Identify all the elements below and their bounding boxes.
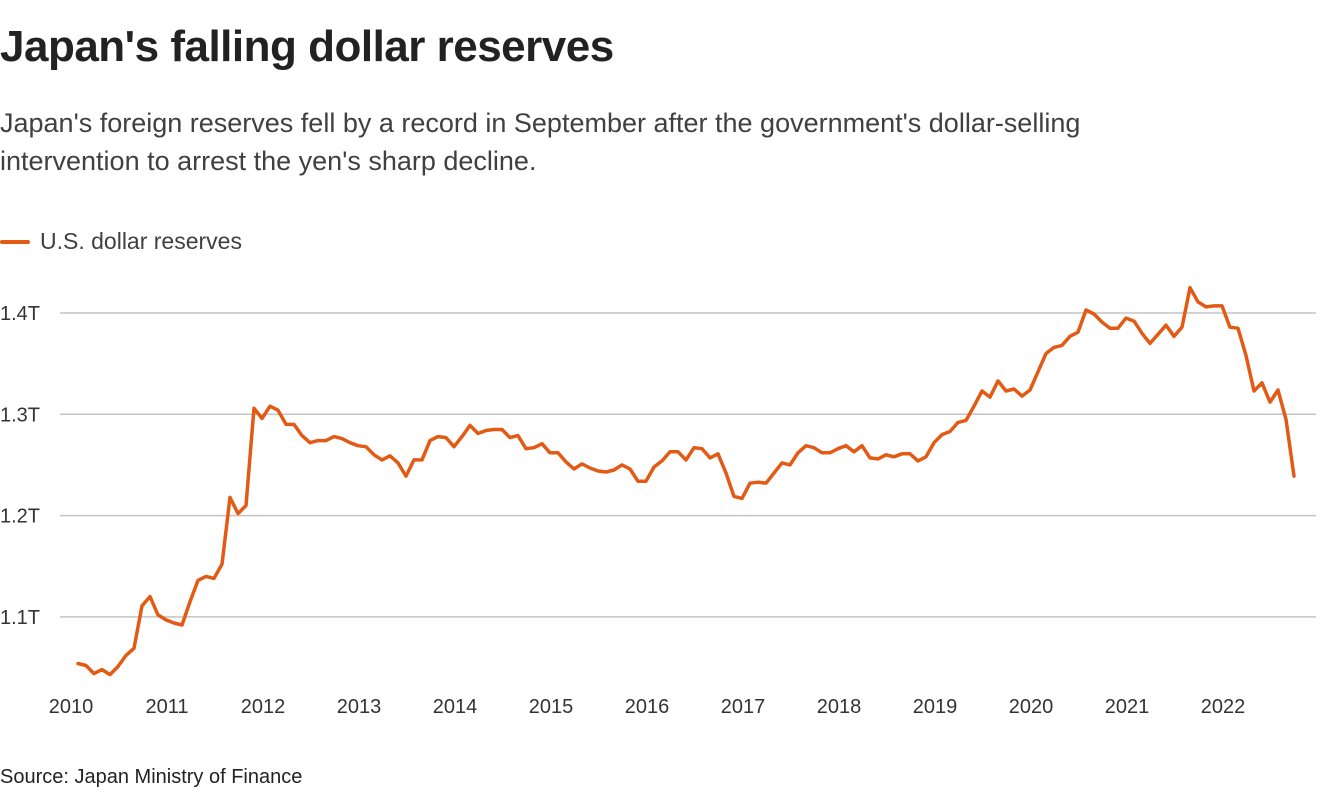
legend-swatch-us-dollar-reserves — [0, 239, 30, 244]
line-chart: 1.1T1.2T1.3T1.4T 2010 2011 2012 2013 2014 201… — [0, 285, 1316, 718]
x-tick-label: 2013 — [337, 696, 382, 718]
x-tick-label: 2018 — [817, 696, 862, 718]
x-tick-label: 2011 — [145, 696, 188, 718]
x-tick-label: 2017 — [721, 696, 766, 718]
source-note: Source: Japan Ministry of Finance — [0, 766, 303, 788]
x-tick-label: 2021 — [1105, 696, 1150, 718]
x-axis-ticks: 2010 2011 2012 2013 2014 2015 2016 2017 2018 2019… — [49, 696, 1246, 718]
legend-label: U.S. dollar reserves — [40, 228, 242, 254]
x-tick-label: 2014 — [433, 696, 478, 718]
y-tick-label: 1.2T — [0, 506, 40, 528]
y-tick-label: 1.4T — [0, 303, 40, 325]
x-tick-label: 2016 — [625, 696, 670, 718]
x-tick-label: 2012 — [241, 696, 286, 718]
x-tick-label: 2019 — [913, 696, 958, 718]
chart-subtitle: Japan's foreign reserves fell by a recor… — [0, 108, 1081, 176]
x-tick-label: 2022 — [1201, 696, 1246, 718]
x-tick-label: 2020 — [1009, 696, 1054, 718]
legend: U.S. dollar reserves — [0, 228, 242, 255]
series-layer — [76, 285, 1296, 677]
y-axis-ticks: 1.1T 1.2T 1.3T 1.4T — [0, 303, 40, 629]
y-tick-label: 1.3T — [0, 404, 40, 426]
x-tick-label: 2015 — [529, 696, 574, 718]
series-line-us-dollar-reserves — [76, 285, 1296, 677]
chart-title: Japan's falling dollar reserves — [0, 22, 614, 71]
y-tick-label: 1.1T — [0, 607, 40, 629]
x-tick-label: 2010 — [49, 696, 94, 718]
gridlines — [60, 312, 1316, 618]
